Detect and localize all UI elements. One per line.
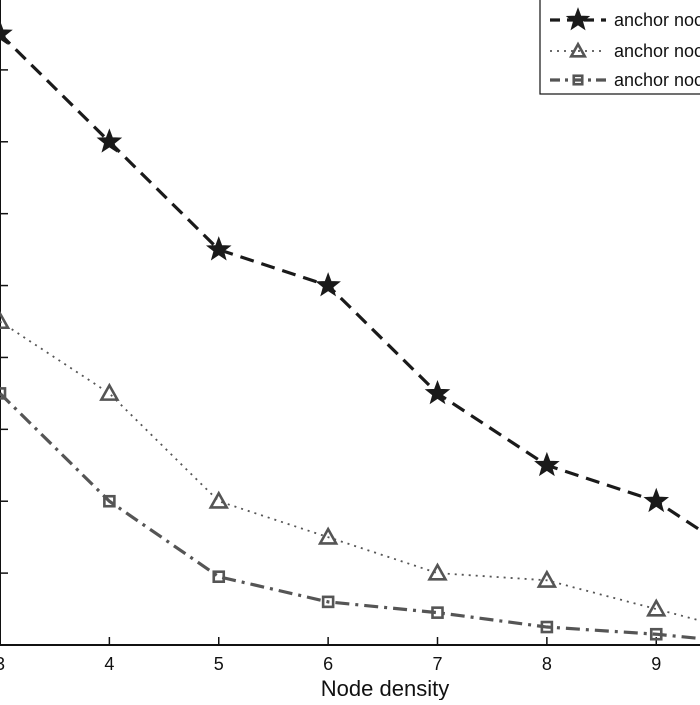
data-point-square — [649, 627, 663, 641]
data-point-triangle — [646, 598, 667, 617]
x-tick-label: 3 — [0, 654, 5, 674]
data-point-triangle — [0, 310, 11, 330]
legend-label-2: anchor noc — [614, 41, 700, 61]
x-tick-label: 6 — [323, 654, 333, 674]
legend-marker-triangle — [568, 41, 588, 58]
data-point-star — [315, 272, 341, 297]
data-point-triangle — [208, 490, 229, 509]
data-point-triangle — [536, 569, 558, 588]
data-point-square — [103, 494, 116, 508]
legend-marker-square — [572, 74, 584, 86]
data-point-square — [212, 570, 226, 584]
legend-label-3: anchor noc — [614, 70, 700, 90]
series-2 — [0, 310, 700, 622]
x-tick-label: 8 — [542, 654, 552, 674]
legend-label-1: anchor noc — [614, 10, 700, 30]
legend-marker-star — [565, 7, 591, 31]
series-3 — [0, 387, 700, 641]
x-axis-ticks: 3 4 5 6 7 8 9 — [0, 637, 661, 674]
x-tick-label: 9 — [651, 654, 661, 674]
data-point-square — [321, 595, 335, 609]
data-point-star — [0, 20, 13, 45]
series-line-3 — [0, 392, 700, 641]
series-1 — [0, 20, 700, 532]
data-point-square — [431, 606, 444, 619]
data-point-triangle — [99, 382, 120, 401]
x-tick-label: 7 — [432, 654, 442, 674]
data-point-star — [643, 487, 670, 513]
data-point-square — [540, 620, 554, 634]
data-point-star — [96, 128, 123, 153]
data-point-triangle — [317, 526, 339, 545]
plot-frame — [0, 0, 700, 646]
data-point-square — [0, 387, 7, 400]
series-line-1 — [0, 32, 700, 532]
series-group — [0, 20, 700, 641]
x-tick-label: 4 — [104, 654, 114, 674]
legend: anchor noc anchor noc anchor noc — [539, 0, 700, 95]
data-point-star — [205, 236, 232, 261]
y-ticks — [0, 69, 8, 574]
x-tick-label: 5 — [214, 654, 224, 674]
data-point-star — [424, 379, 451, 405]
legend-box — [539, 0, 700, 95]
data-point-triangle — [427, 562, 448, 581]
x-axis-title: Node density — [321, 676, 449, 700]
data-point-star — [534, 451, 560, 477]
